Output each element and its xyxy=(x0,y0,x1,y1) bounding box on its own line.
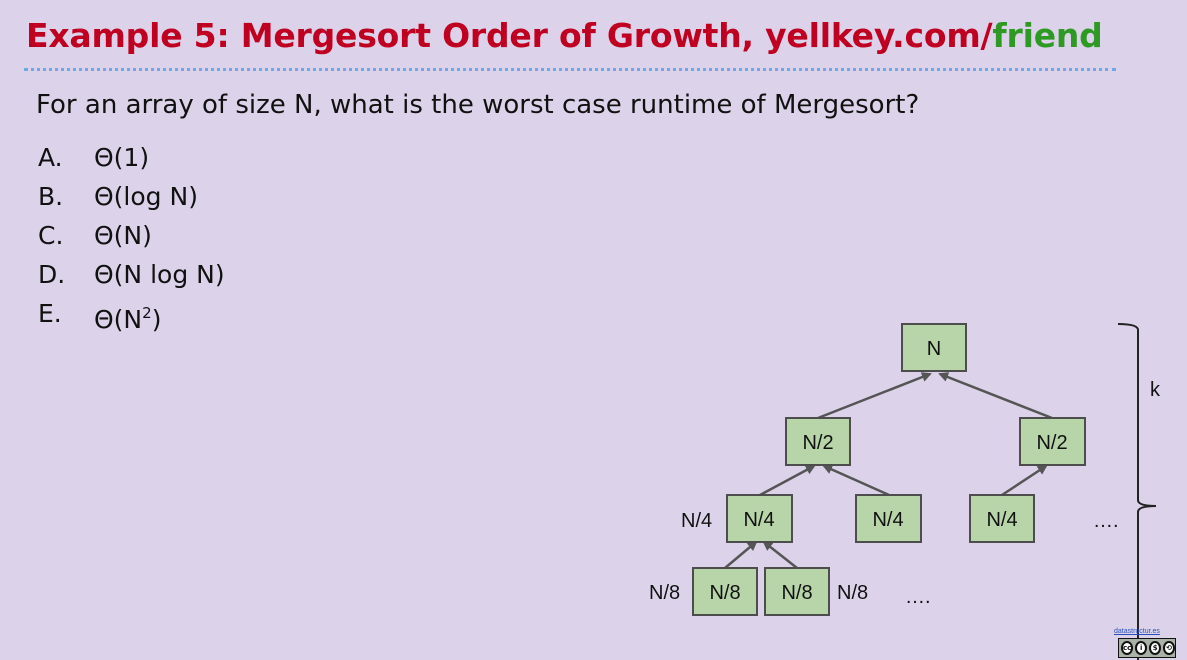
cc-icon: cc xyxy=(1121,641,1134,655)
option-text: Θ(N2) xyxy=(94,294,161,339)
node-box xyxy=(855,494,922,543)
tree-node-level1-left: N/2 xyxy=(785,417,851,466)
tree-node-level3-b: N/8 xyxy=(764,567,830,616)
cc-by-nc-sa-icon: cc i $ ⟲ xyxy=(1118,638,1176,658)
node-box xyxy=(785,417,851,466)
node-label: N/2 xyxy=(802,432,833,454)
node-box xyxy=(726,494,793,543)
side-label-n8-right: N/8 xyxy=(837,582,868,604)
tree-node-level2-c: N/4 xyxy=(969,494,1035,543)
edge-n4-a-to-n2 xyxy=(759,464,816,497)
node-box xyxy=(1019,417,1086,466)
option-d: D. Θ(N log N) xyxy=(38,255,225,294)
option-letter: D. xyxy=(38,260,66,289)
tree-node-level3-a: N/8 xyxy=(692,567,758,616)
edge-n4-b-to-n2 xyxy=(822,464,890,497)
edge-n8-a-to-n4 xyxy=(724,540,758,569)
side-label-n8-left: N/8 xyxy=(649,582,680,604)
option-letter: A. xyxy=(38,143,63,172)
option-letter: E. xyxy=(38,299,62,328)
tree-node-level2-b: N/4 xyxy=(855,494,922,543)
tree-node-root: N xyxy=(901,323,967,372)
option-c: C. Θ(N) xyxy=(38,216,225,255)
tree-edges xyxy=(724,372,1053,569)
height-label-k: k xyxy=(1150,379,1161,401)
node-label: N/8 xyxy=(781,582,812,604)
node-box xyxy=(901,323,967,372)
question-text: For an array of size N, what is the wors… xyxy=(36,90,920,120)
ellipsis-level3: …. xyxy=(905,586,931,608)
option-superscript: 2 xyxy=(142,304,152,322)
answer-options: A. Θ(1) B. Θ(log N) C. Θ(N) D. Θ(N log N… xyxy=(38,138,225,339)
side-label-n4: N/4 xyxy=(681,510,712,532)
option-text: Θ(1) xyxy=(94,143,150,172)
option-letter: C. xyxy=(38,221,64,250)
height-bracket xyxy=(1117,323,1157,660)
option-text: Θ(log N) xyxy=(94,182,198,211)
option-b: B. Θ(log N) xyxy=(38,177,225,216)
title-main: Example 5: Mergesort Order of Growth, ye… xyxy=(26,16,993,55)
option-a: A. Θ(1) xyxy=(38,138,225,177)
datastructures-link[interactable]: datastructur.es xyxy=(1114,628,1160,635)
option-letter: B. xyxy=(38,182,64,211)
edge-n2-left-to-root xyxy=(817,372,932,420)
node-label: N xyxy=(927,338,941,360)
option-text: Θ(N) xyxy=(94,221,152,250)
option-text: Θ(N log N) xyxy=(94,260,225,289)
title-yellkey-code: friend xyxy=(992,16,1103,55)
slide-title: Example 5: Mergesort Order of Growth, ye… xyxy=(26,16,1103,56)
edge-n4-c-to-n2 xyxy=(1001,464,1048,497)
node-box xyxy=(764,567,830,616)
node-label: N/4 xyxy=(872,509,903,531)
by-icon: i xyxy=(1135,641,1148,655)
node-label: N/4 xyxy=(743,509,774,531)
title-divider xyxy=(24,68,1116,71)
tree-node-level1-right: N/2 xyxy=(1019,417,1086,466)
node-box xyxy=(969,494,1035,543)
nc-icon: $ xyxy=(1149,641,1162,655)
edge-n8-b-to-n4 xyxy=(762,540,798,569)
node-box xyxy=(692,567,758,616)
ellipsis-level2: …. xyxy=(1093,510,1119,532)
edge-n2-right-to-root xyxy=(938,372,1053,420)
option-e: E. Θ(N2) xyxy=(38,294,225,339)
node-label: N/8 xyxy=(709,582,740,604)
node-label: N/2 xyxy=(1036,432,1067,454)
option-text-suffix: ) xyxy=(151,305,162,334)
node-label: N/4 xyxy=(986,509,1017,531)
option-text-base: Θ(N xyxy=(94,305,143,334)
sa-icon: ⟲ xyxy=(1163,641,1175,655)
tree-node-level2-a: N/4 xyxy=(726,494,793,543)
